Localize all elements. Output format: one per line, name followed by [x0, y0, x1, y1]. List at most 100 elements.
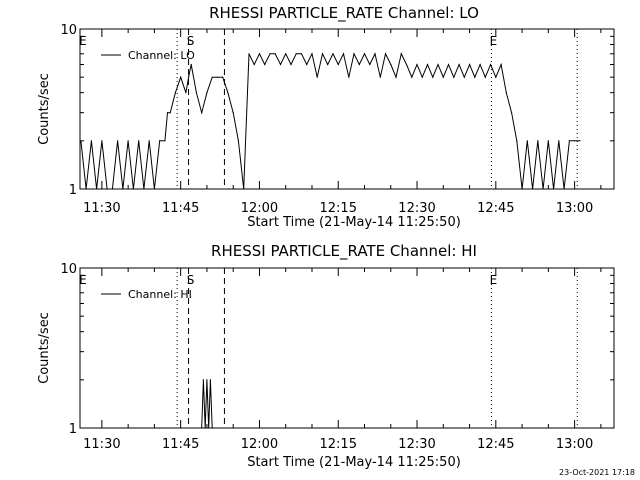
y-tick-label: 1: [69, 183, 77, 198]
event-marker-label: E: [79, 34, 87, 48]
data-point: [511, 112, 513, 114]
data-point: [348, 76, 350, 78]
legend-entry: Channel: HI: [128, 288, 192, 301]
data-point: [216, 76, 218, 78]
event-marker-label: E: [490, 34, 498, 48]
data-point: [285, 53, 287, 55]
data-point: [458, 63, 460, 66]
data-point: [342, 53, 345, 55]
data-point: [169, 112, 171, 114]
data-point: [553, 188, 555, 190]
data-point: [421, 76, 423, 78]
data-point: [353, 53, 355, 55]
y-tick-label: 1: [69, 422, 77, 437]
data-point: [521, 188, 523, 190]
data-point: [206, 92, 208, 94]
data-point: [96, 188, 98, 190]
x-tick-label: 12:00: [241, 437, 278, 452]
data-point: [190, 63, 192, 66]
data-point: [395, 76, 397, 78]
data-point: [447, 63, 450, 66]
x-tick-label: 12:45: [477, 437, 514, 452]
data-point: [532, 188, 534, 190]
data-point: [111, 188, 113, 190]
data-point: [563, 188, 565, 190]
data-point: [264, 63, 266, 66]
data-point: [166, 112, 169, 114]
data-point: [201, 112, 203, 114]
data-point: [180, 76, 182, 78]
data-point: [132, 188, 134, 190]
data-point: [469, 63, 471, 66]
data-point: [138, 140, 140, 142]
data-point: [206, 379, 208, 381]
series-line: [80, 52, 580, 190]
x-tick-label: 11:30: [83, 437, 120, 452]
data-point: [85, 188, 87, 190]
legend-entry: Channel: LO: [128, 49, 195, 62]
data-point: [188, 76, 190, 78]
x-axis-label: Start Time (21-May-14 11:25:50): [247, 215, 461, 230]
data-point: [80, 140, 82, 142]
data-point: [185, 92, 187, 94]
data-point: [101, 140, 103, 142]
data-point: [311, 53, 313, 55]
event-marker-label: E: [490, 273, 498, 287]
data-point: [258, 53, 261, 55]
data-point: [474, 76, 476, 78]
data-point: [516, 140, 518, 142]
x-tick-label: 12:30: [398, 201, 435, 216]
x-tick-label: 11:45: [162, 201, 199, 216]
data-point: [195, 92, 197, 94]
data-point: [90, 140, 92, 142]
x-tick-label: 13:00: [556, 437, 593, 452]
x-tick-label: 11:45: [162, 437, 199, 452]
data-point: [202, 379, 204, 381]
data-point: [411, 76, 413, 78]
data-point: [269, 53, 271, 55]
data-point: [379, 76, 381, 78]
data-point: [295, 53, 297, 55]
chart-panel-hi: RHESSI PARTICLE_RATE Channel: HI 1 10 11:30…: [37, 242, 615, 470]
data-point: [211, 76, 213, 78]
data-point: [290, 63, 292, 66]
data-point: [327, 63, 329, 66]
data-point: [453, 76, 455, 78]
data-point: [405, 63, 408, 66]
data-point: [579, 140, 581, 142]
data-point: [159, 140, 161, 142]
data-point: [209, 379, 211, 381]
y-axis-label: Counts/sec: [37, 73, 52, 145]
data-point: [337, 63, 339, 66]
data-point: [148, 140, 150, 142]
data-point: [316, 76, 318, 78]
y-tick-label: 10: [60, 23, 77, 38]
data-point: [253, 63, 255, 66]
data-point: [416, 63, 418, 66]
data-point: [495, 76, 497, 78]
data-point: [204, 427, 206, 429]
data-point: [300, 53, 303, 55]
x-tick-label: 13:00: [556, 201, 593, 216]
x-tick-label: 12:15: [320, 201, 357, 216]
data-point: [390, 63, 392, 66]
data-point: [526, 140, 528, 142]
data-point: [232, 112, 234, 114]
data-point: [321, 53, 324, 55]
chart-title: RHESSI PARTICLE_RATE Channel: HI: [211, 242, 477, 261]
data-point: [505, 92, 507, 94]
data-point: [306, 63, 308, 66]
data-point: [227, 92, 229, 94]
chart-title: RHESSI PARTICLE_RATE Channel: LO: [209, 4, 479, 23]
data-point: [201, 427, 203, 429]
data-point: [208, 427, 210, 429]
data-point: [463, 76, 465, 78]
data-point: [106, 188, 108, 190]
data-point: [374, 53, 376, 55]
data-point: [542, 188, 544, 190]
data-point: [164, 140, 166, 142]
data-point: [274, 53, 276, 55]
data-point: [174, 92, 176, 94]
x-tick-label: 11:30: [83, 201, 120, 216]
data-point: [484, 76, 486, 78]
